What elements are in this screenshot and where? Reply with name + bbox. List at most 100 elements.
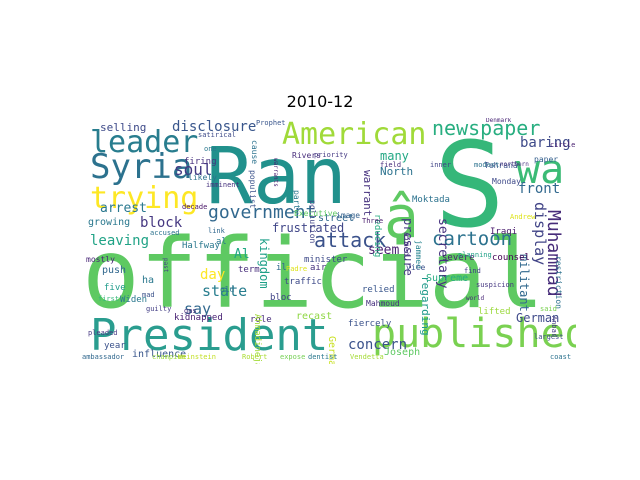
cloud-word: Robert (242, 353, 268, 361)
cloud-word: attack (314, 228, 387, 252)
cloud-word: soul (174, 160, 213, 179)
cloud-word: pleaded (88, 329, 118, 337)
cloud-word: counsel (492, 253, 530, 263)
cloud-word: disclosure (172, 119, 257, 135)
cloud-word: Syria (90, 147, 193, 187)
cloud-word: expose (280, 353, 306, 361)
cloud-word: day (200, 267, 226, 283)
cloud-word: Ran (206, 132, 347, 222)
cloud-word: find (464, 267, 481, 275)
cloud-word: champion (152, 353, 186, 361)
cloud-word: Weinstein (178, 353, 216, 361)
cloud-word: year (104, 341, 126, 351)
cloud-word: influence (132, 349, 187, 360)
cloud-word: Moktada (412, 195, 450, 205)
cloud-word: likely (188, 173, 217, 182)
cloud-word: display (531, 202, 549, 266)
cloud-word: Al (234, 247, 250, 262)
cloud-word: seem (368, 243, 400, 258)
cloud-word: Joseph (384, 347, 421, 358)
cloud-word: Halfway (182, 241, 220, 251)
cloud-word: President (90, 310, 329, 361)
cloud-word: dentist (308, 353, 338, 361)
cloud-word: il (276, 263, 287, 273)
cloud-word: baring (520, 135, 571, 151)
cloud-word: Widen (120, 295, 148, 305)
cloud-word: street (318, 213, 355, 224)
cloud-word: severe (442, 253, 475, 263)
cloud-word: modest (474, 161, 500, 169)
cloud-word: role (250, 315, 272, 325)
cloud-word: Iraqi (490, 227, 518, 237)
cloud-word: say (184, 300, 212, 318)
cloud-word: North (380, 165, 414, 178)
cloud-word: ha (142, 275, 155, 286)
cloud-word: one (204, 145, 217, 153)
cloud-word: concern (348, 337, 408, 353)
cloud-word: American (282, 118, 427, 152)
cloud-word: Denmark (486, 118, 512, 124)
cloud-word: kidnapped (174, 313, 223, 323)
cloud-word: push (102, 265, 127, 276)
cloud-word: published (372, 311, 576, 357)
cloud-word: vice (406, 263, 426, 272)
cloud-word: aimed (402, 232, 411, 257)
cloud-word: image (336, 211, 361, 220)
cloud-word: term (238, 265, 260, 275)
cloud-word: air (310, 263, 327, 273)
word-cloud: official Ran S President published American â w… (80, 118, 576, 364)
cloud-word: leader (90, 125, 199, 160)
cloud-word: newspaper (432, 118, 541, 140)
cloud-word: lifted (478, 307, 511, 317)
cloud-word: inner (430, 161, 452, 169)
cloud-word: state (202, 282, 248, 300)
cloud-word: populist (248, 170, 257, 209)
cloud-word: block (140, 215, 183, 231)
cloud-word: suspicion (476, 281, 514, 289)
cloud-word: northern (500, 161, 529, 168)
cloud-word: largest (534, 333, 564, 341)
cloud-word: warrants (272, 158, 279, 187)
cloud-word: traffic (284, 277, 322, 287)
cloud-word: Prophet (256, 119, 286, 127)
cloud-word: circle (550, 141, 576, 149)
cloud-word: leaving (90, 233, 150, 249)
cloud-word: mad (142, 291, 155, 299)
cloud-word: Padre (286, 265, 308, 273)
cloud-word: field (380, 161, 402, 169)
cloud-word: Vendetta (350, 353, 384, 361)
cloud-word: satirical (198, 131, 236, 139)
cloud-word: guilty (146, 305, 172, 313)
cloud-word: five (104, 283, 126, 293)
cloud-word: government (208, 202, 317, 223)
cloud-word: Tehranâ (484, 161, 518, 170)
cloud-word: Executive (294, 209, 338, 218)
cloud-word: trying (90, 181, 199, 216)
cloud-word: world (466, 295, 485, 302)
cloud-word: paper (534, 155, 559, 164)
cloud-word: Three (362, 217, 384, 225)
cloud-word: growing (88, 217, 131, 228)
cloud-word: pollution (308, 200, 317, 244)
cloud-word: Supreme (426, 273, 469, 284)
cloud-word: old (220, 285, 235, 294)
cloud-word: priority (314, 151, 348, 159)
cloud-word: imminent (206, 181, 240, 189)
cloud-word: selling (100, 121, 147, 134)
cloud-word: minister (304, 255, 348, 265)
cloud-word: cause (250, 140, 259, 165)
cloud-word: said (540, 305, 557, 313)
cloud-word: kingdom (257, 238, 271, 289)
cloud-word: Andrew (510, 213, 536, 221)
cloud-word: relied (362, 285, 395, 295)
cloud-word: warrant (361, 170, 374, 217)
cloud-word: Anbar (550, 316, 558, 338)
chart-title: 2010-12 (286, 92, 354, 111)
cloud-word: mostly (86, 255, 115, 264)
cloud-word: first (98, 295, 120, 303)
cloud-word: firing (184, 157, 217, 167)
cloud-word: German (516, 311, 560, 325)
cloud-word: al (216, 237, 227, 247)
cloud-word: decade (182, 203, 208, 211)
cloud-word: ambassador (82, 353, 125, 361)
